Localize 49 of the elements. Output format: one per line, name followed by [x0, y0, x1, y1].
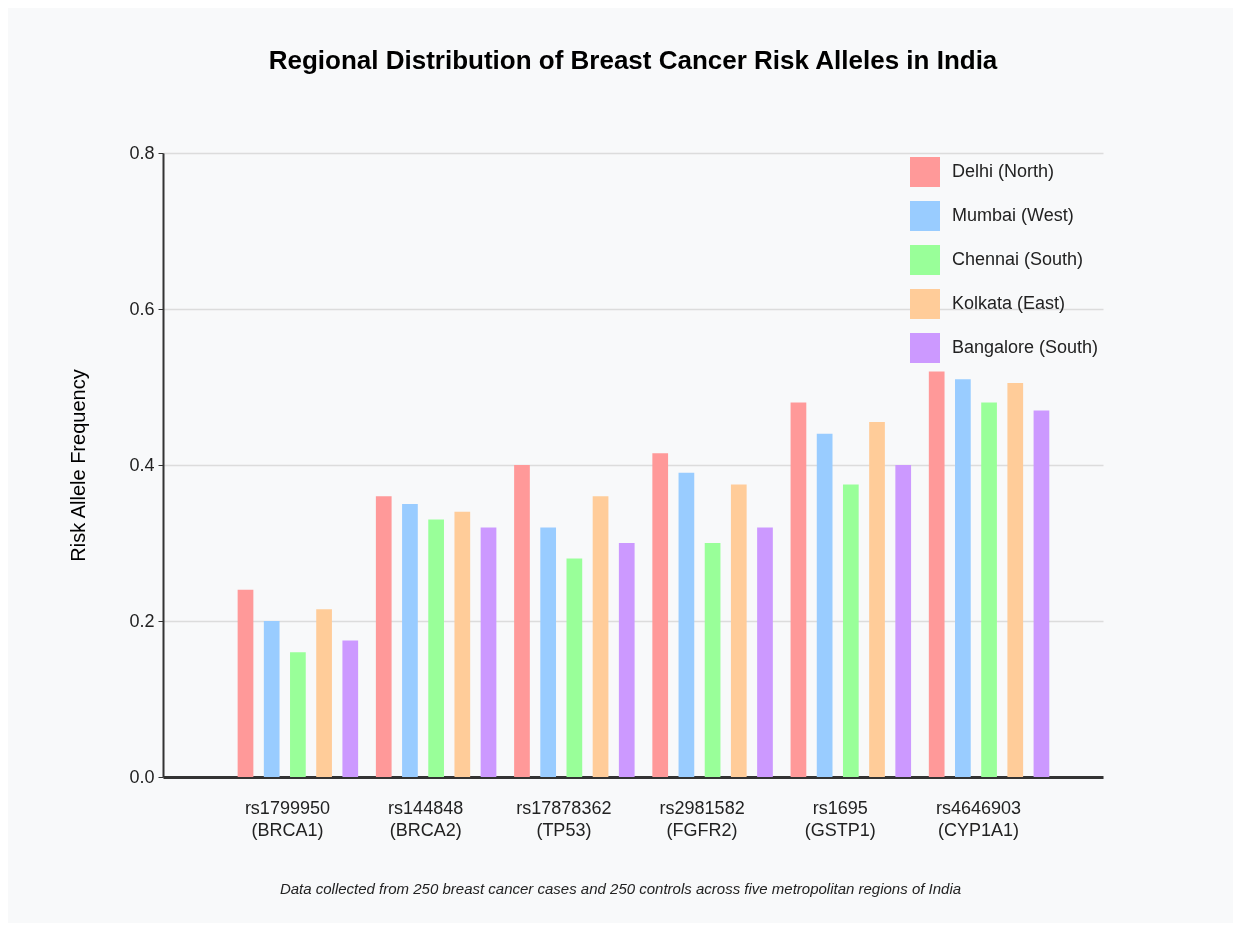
bar — [842, 484, 859, 777]
bar — [263, 621, 280, 777]
bar — [981, 402, 997, 777]
bar — [540, 527, 557, 777]
legend-label: Chennai (South) — [952, 249, 1084, 269]
bar — [1033, 410, 1050, 777]
y-tick-label: 0.4 — [129, 454, 155, 475]
bar — [704, 543, 721, 777]
chart-title: Regional Distribution of Breast Cancer Risk Alleles in India — [268, 45, 998, 75]
bar — [928, 371, 945, 777]
bar — [237, 589, 254, 777]
bar — [402, 504, 418, 777]
bar — [652, 453, 669, 777]
y-tick-label: 0.0 — [129, 766, 155, 787]
legend-label: Bangalore (South) — [952, 337, 1099, 357]
bar — [790, 402, 807, 777]
bar — [757, 527, 773, 777]
x-tick-label: rs4646903 (CYP1A1) — [936, 797, 1022, 840]
bar — [428, 519, 444, 777]
x-tick-label: rs17878362 (TP53) — [516, 797, 612, 840]
bar — [869, 422, 885, 777]
bar — [375, 496, 392, 777]
bar — [316, 609, 332, 777]
bar — [955, 379, 971, 777]
bar — [290, 652, 306, 777]
bar — [678, 472, 695, 777]
legend-label: Delhi (North) — [952, 161, 1055, 181]
legend-label: Mumbai (West) — [952, 205, 1074, 225]
y-tick-label: 0.2 — [129, 610, 155, 631]
y-tick-label: 0.8 — [129, 142, 155, 163]
y-axis-title: Risk Allele Frequency — [67, 369, 90, 562]
x-tick-label: rs2981582 (FGFR2) — [659, 797, 745, 840]
bar — [618, 543, 635, 777]
bar — [592, 496, 609, 777]
y-tick-label: 0.6 — [129, 298, 155, 319]
x-tick-label: rs1799950 (BRCA1) — [244, 797, 330, 840]
x-tick-label: rs1695 (GSTP1) — [804, 797, 876, 840]
bar — [895, 465, 912, 777]
legend-label: Kolkata (East) — [952, 293, 1066, 313]
bar — [480, 527, 497, 777]
bar — [454, 511, 471, 777]
text: Data collected from 250 breast cancer cases and 250 controls across five metropolitan regions of India — [278, 880, 963, 897]
bar — [566, 558, 583, 777]
bar — [514, 465, 530, 777]
x-tick-label: rs144848 (BRCA2) — [388, 797, 464, 840]
bar — [730, 484, 747, 777]
bar — [342, 640, 359, 777]
bar — [816, 433, 833, 777]
bar — [1007, 383, 1024, 777]
